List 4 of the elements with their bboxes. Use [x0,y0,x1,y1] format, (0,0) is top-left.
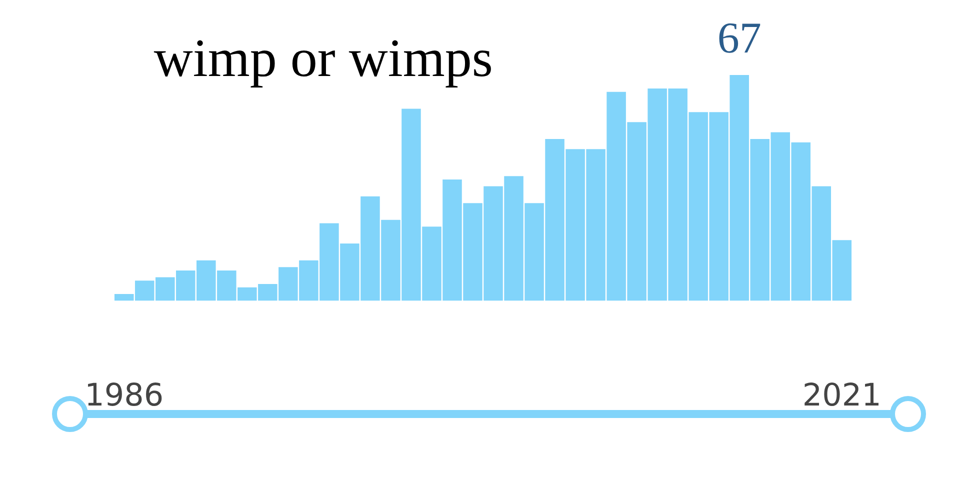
chart-title: wimp or wimps [154,28,493,88]
x-tick-label: 1986 [84,377,164,414]
data-label: 67 [717,14,762,63]
x-tick-label: 2021 [802,377,882,414]
